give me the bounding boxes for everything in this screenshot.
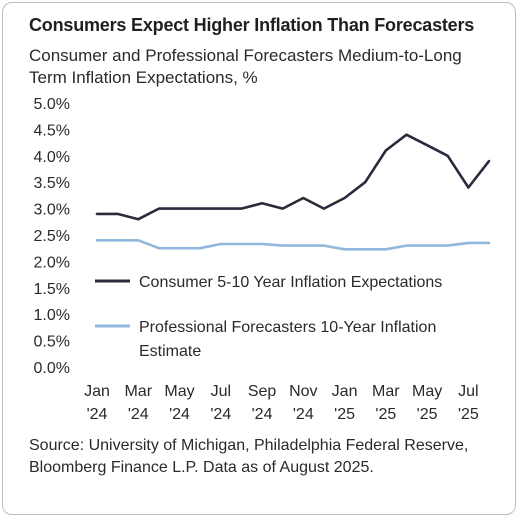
- x-tick-label-year: '25: [375, 406, 396, 423]
- consumer-series-line: [95, 133, 491, 221]
- y-tick-label: 3.0%: [34, 202, 70, 219]
- x-tick-label-year: '24: [87, 406, 108, 423]
- y-tick-label: 3.5%: [34, 175, 70, 192]
- x-tick-label-year: '25: [417, 406, 438, 423]
- x-tick-label-month: Jan: [332, 383, 358, 400]
- y-tick-label: 5.0%: [34, 96, 70, 113]
- y-tick-label: 0.5%: [34, 334, 70, 351]
- x-tick-label-year: '25: [334, 406, 355, 423]
- x-tick-label-month: Mar: [124, 383, 152, 400]
- x-tick-label-month: Mar: [372, 383, 400, 400]
- x-tick-label-month: Jan: [84, 383, 110, 400]
- x-axis-ticks: Jan '24 Mar '24 May '24 Jul '24 Sep '24 Nov '24 Jan '…: [84, 383, 479, 423]
- y-tick-label: 2.0%: [34, 254, 70, 271]
- x-tick-label-month: Jul: [458, 383, 478, 400]
- source-note: Source: University of Michigan, Philadel…: [29, 437, 469, 476]
- legend-label: Professional Forecasters 10-Year Inflati…: [139, 319, 436, 336]
- x-tick-label-year: '25: [458, 406, 479, 423]
- series-lines: [95, 133, 491, 251]
- x-tick-label-year: '24: [210, 406, 231, 423]
- professional-series-line: [95, 239, 491, 251]
- chart-title: Consumers Expect Higher Inflation Than F…: [29, 15, 475, 35]
- x-tick-label-month: Jul: [211, 383, 231, 400]
- x-tick-label-month: May: [412, 383, 442, 400]
- legend-label: Estimate: [139, 343, 201, 360]
- chart-card: Consumers Expect Higher Inflation Than F…: [2, 2, 516, 515]
- chart-subtitle: Consumer and Professional Forecasters Me…: [29, 46, 462, 87]
- y-tick-label: 0.0%: [34, 360, 70, 377]
- y-tick-label: 4.5%: [34, 122, 70, 139]
- y-tick-label: 1.0%: [34, 307, 70, 324]
- x-tick-label-year: '24: [169, 406, 190, 423]
- x-tick-label-year: '24: [293, 406, 314, 423]
- y-axis-ticks: 0.0% 0.5% 1.0% 1.5% 2.0% 2.5% 3.0% 3.5% 4.0% 4.5%…: [34, 96, 70, 377]
- legend-label: Consumer 5-10 Year Inflation Expectation…: [139, 274, 442, 291]
- x-tick-label-month: May: [164, 383, 194, 400]
- y-tick-label: 4.0%: [34, 149, 70, 166]
- y-tick-label: 1.5%: [34, 281, 70, 298]
- x-tick-label-year: '24: [128, 406, 149, 423]
- x-tick-label-month: Sep: [248, 383, 277, 400]
- y-tick-label: 2.5%: [34, 228, 70, 245]
- legend: Consumer 5-10 Year Inflation Expectation…: [95, 274, 442, 360]
- x-tick-label-year: '24: [252, 406, 273, 423]
- x-tick-label-month: Nov: [289, 383, 317, 400]
